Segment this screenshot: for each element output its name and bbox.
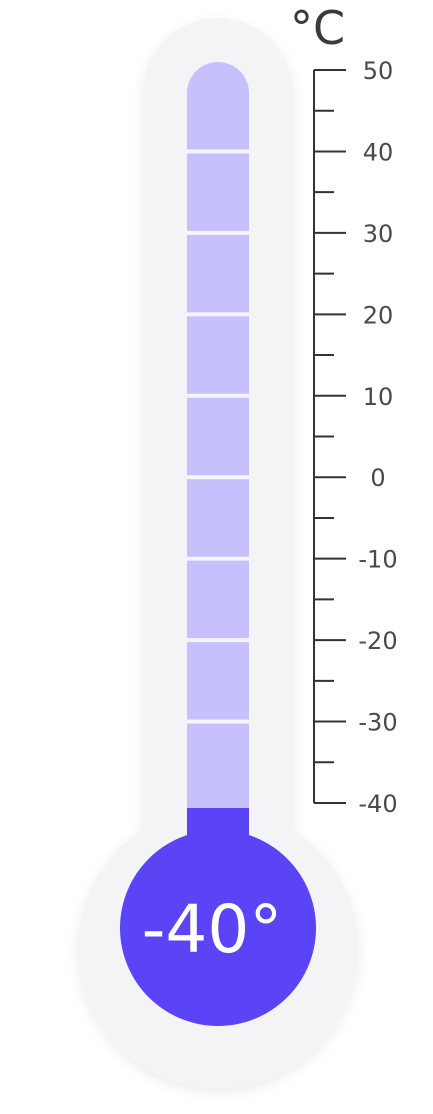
scale-label: 30 — [363, 220, 394, 248]
scale-label: 40 — [363, 138, 394, 166]
scale-label: -10 — [358, 546, 397, 574]
tube-segment-divider — [187, 312, 249, 317]
scale-label: 0 — [370, 464, 385, 492]
tube-segment-divider — [187, 475, 249, 480]
tube-segment-divider — [187, 719, 249, 724]
scale-label: 10 — [363, 383, 394, 411]
tube-segment-divider — [187, 149, 249, 154]
scale-label: -20 — [358, 627, 397, 655]
tube-segment-divider — [187, 393, 249, 398]
temperature-scale: 50 40 30 20 10 0 -10 -20 -30 -40 — [313, 57, 398, 818]
scale-label: 50 — [363, 57, 394, 85]
tube-segment-divider — [187, 556, 249, 561]
unit-label: °C — [290, 1, 345, 55]
tube-segment-divider — [187, 230, 249, 235]
thermometer-tube — [187, 62, 249, 872]
tube-dividers — [187, 149, 249, 724]
scale-label: -30 — [358, 709, 397, 737]
scale-label: 20 — [363, 301, 394, 329]
temperature-reading: -40° — [142, 891, 283, 968]
scale-label: -40 — [358, 790, 397, 818]
thermometer-bulb — [120, 830, 316, 1026]
tube-segment-divider — [187, 638, 249, 643]
